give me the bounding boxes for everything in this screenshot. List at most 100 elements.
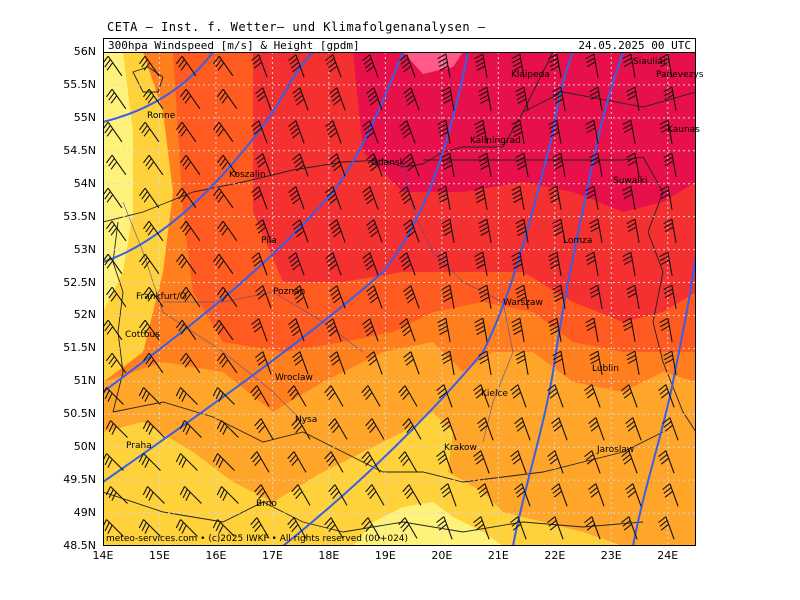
valid-time: 24.05.2025 00 UTC xyxy=(578,39,691,52)
city-label-koszalin: Koszalin xyxy=(229,170,266,180)
wind-barb xyxy=(515,152,529,177)
wind-barb xyxy=(180,88,201,110)
field-light-yellow-west xyxy=(103,52,133,312)
wind-barb xyxy=(212,453,235,471)
wind-barb xyxy=(552,350,566,375)
wind-barb xyxy=(402,484,422,506)
wind-barb xyxy=(180,352,201,374)
border-poland-belarus xyxy=(642,156,696,433)
wind-barb xyxy=(399,186,416,210)
wind-barb xyxy=(551,417,568,441)
copyright-footer: meteo-services.com • (c)2025 IWKF • All … xyxy=(106,534,409,544)
wind-barb xyxy=(552,152,566,177)
wind-barb xyxy=(585,53,599,78)
wind-barb xyxy=(254,418,274,440)
wind-barb xyxy=(139,253,160,275)
city-label-ronne: Ronne xyxy=(147,111,176,121)
wind-barb xyxy=(139,319,160,341)
wind-barb xyxy=(366,153,383,177)
wind-barb xyxy=(584,450,601,474)
wind-barb xyxy=(474,317,488,342)
lat-label: 52.5N xyxy=(63,275,96,289)
lat-label: 50N xyxy=(73,440,96,454)
wind-barb xyxy=(663,284,677,309)
wind-barb xyxy=(329,219,346,243)
wind-barb xyxy=(398,517,418,539)
wind-barb xyxy=(441,284,455,309)
wind-barb xyxy=(399,54,416,78)
wind-barb xyxy=(138,387,161,405)
wind-barb xyxy=(287,451,307,473)
wind-barb xyxy=(142,486,165,504)
wind-barb xyxy=(584,516,601,540)
wind-barb xyxy=(625,417,642,441)
wind-barb xyxy=(217,88,238,110)
wind-barb xyxy=(292,87,309,111)
wind-barb xyxy=(255,153,272,177)
wind-barb xyxy=(251,252,268,276)
wind-barb xyxy=(288,54,305,78)
wind-barb xyxy=(621,516,638,540)
lat-label: 48.5N xyxy=(63,539,96,552)
wind-barb xyxy=(473,384,490,408)
wind-barb xyxy=(366,351,383,375)
field-yellow-south xyxy=(103,412,623,546)
wind-barb xyxy=(176,253,197,275)
wind-barb xyxy=(436,384,453,408)
wind-barb xyxy=(366,87,383,111)
wind-barb xyxy=(103,253,123,275)
wind-barb xyxy=(515,350,529,375)
lat-label: 55.5N xyxy=(63,77,96,91)
wind-barb xyxy=(659,119,673,144)
field-description: 300hpa Windspeed [m/s] & Height [gpdm] xyxy=(108,39,360,52)
wind-barb xyxy=(329,285,346,309)
wind-barb xyxy=(175,387,198,405)
wind-barb xyxy=(325,318,342,342)
wind-barb xyxy=(250,517,270,539)
wind-barb xyxy=(515,218,529,243)
wind-barb xyxy=(106,352,127,374)
wind-barb xyxy=(548,185,562,210)
wind-barb xyxy=(511,251,525,276)
wind-barb xyxy=(622,251,636,276)
wind-barb xyxy=(514,483,531,507)
wind-barb xyxy=(212,387,235,405)
wind-barb xyxy=(325,252,342,276)
wind-barb xyxy=(217,352,238,374)
lat-label: 54.5N xyxy=(63,143,96,157)
wind-barb xyxy=(511,185,525,210)
lat-label: 56N xyxy=(73,45,96,58)
wind-barb xyxy=(180,220,201,242)
wind-barb xyxy=(440,417,457,441)
city-label-lublin: Lublin xyxy=(592,364,619,374)
wind-barb xyxy=(288,318,305,342)
wind-barb xyxy=(103,121,123,143)
wind-barb xyxy=(103,453,124,471)
lon-label: 23E xyxy=(600,549,622,562)
wind-barb xyxy=(662,417,679,441)
city-label-brno: Brno xyxy=(256,499,277,509)
wind-barb xyxy=(292,351,309,375)
wind-barb xyxy=(552,218,566,243)
wind-barb xyxy=(292,285,309,309)
wind-barb xyxy=(143,88,164,110)
wind-barb xyxy=(213,55,234,77)
grid xyxy=(103,52,696,546)
wind-barb xyxy=(478,284,492,309)
wind-barb xyxy=(511,119,525,144)
wind-barb xyxy=(622,53,636,78)
city-label-panevezys: Panevezys xyxy=(656,70,704,80)
wind-barb xyxy=(403,219,420,243)
wind-barb xyxy=(478,86,492,111)
wind-barb xyxy=(251,318,268,342)
lat-label: 54N xyxy=(73,176,96,190)
wind-barb xyxy=(143,154,164,176)
wind-barb xyxy=(216,420,239,438)
map-frame xyxy=(103,52,696,546)
city-label-frankfurt-o: Frankfurt/O xyxy=(136,292,187,302)
wind-barb xyxy=(478,350,492,375)
wind-barb xyxy=(473,516,490,540)
wind-barb xyxy=(510,516,527,540)
wind-barb xyxy=(515,284,529,309)
wind-barb xyxy=(436,450,453,474)
